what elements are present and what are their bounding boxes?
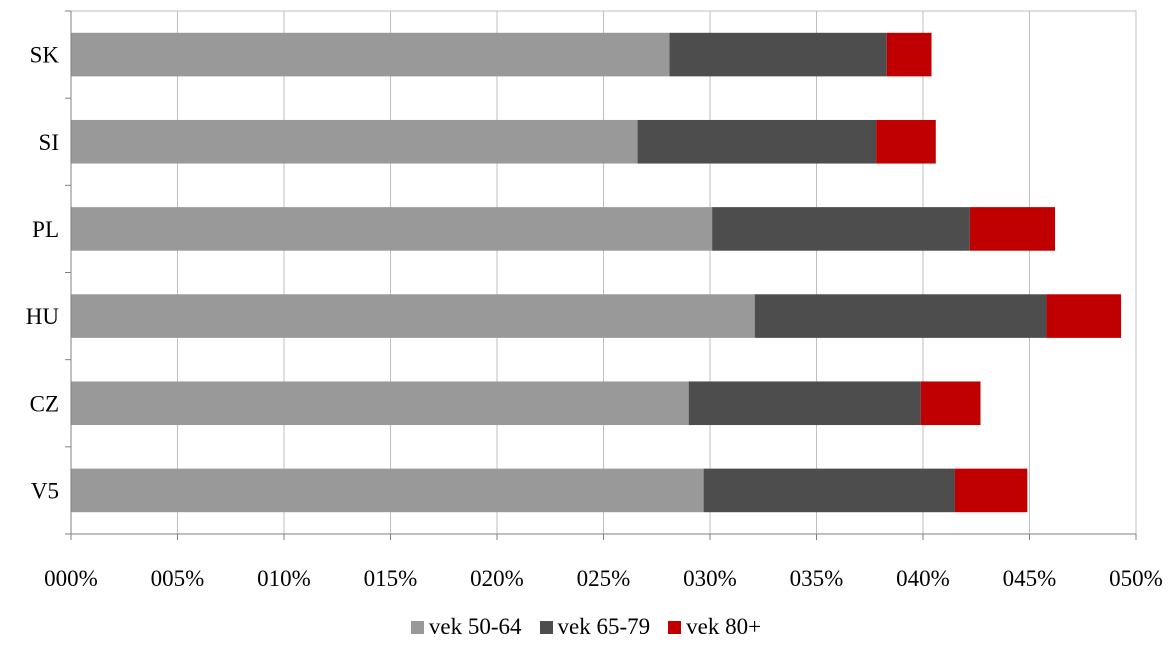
y-tick-label: V5 xyxy=(31,478,59,503)
axes xyxy=(65,10,1137,540)
y-tick-label: HU xyxy=(26,304,60,329)
bar-hu-series-2 xyxy=(754,294,1047,338)
bar-si-series-3 xyxy=(876,119,936,164)
x-tick-label: 045% xyxy=(1003,566,1057,591)
bar-si-series-2 xyxy=(637,119,877,164)
bar-cz-series-3 xyxy=(920,381,981,426)
x-tick-label: 000% xyxy=(44,566,98,591)
bar-pl-series-3 xyxy=(969,207,1056,251)
bar-sk-series-2 xyxy=(669,32,887,77)
bar-si-series-1 xyxy=(71,119,638,164)
bar-v5-series-2 xyxy=(703,468,955,513)
y-tick-label: PL xyxy=(32,217,59,242)
x-tick-label: 005% xyxy=(151,566,205,591)
bar-hu-series-1 xyxy=(71,294,755,338)
x-tick-label: 010% xyxy=(257,566,311,591)
x-tick-label: 050% xyxy=(1109,566,1163,591)
legend-label-series-3: vek 80+ xyxy=(686,614,762,639)
legend-swatch-series-1 xyxy=(410,620,424,634)
legend: vek 50-64 vek 65-79 vek 80+ xyxy=(0,610,1172,644)
legend-item-series-2: vek 65-79 xyxy=(539,614,651,640)
bar-v5-series-3 xyxy=(954,468,1028,513)
gridlines xyxy=(70,10,1137,535)
y-tick-label: SI xyxy=(39,130,59,155)
bar-sk-series-1 xyxy=(71,32,670,77)
x-tick-label: 035% xyxy=(790,566,844,591)
x-tick-label: 025% xyxy=(577,566,631,591)
bar-v5-series-1 xyxy=(71,468,704,513)
legend-label-series-2: vek 65-79 xyxy=(557,614,651,639)
bar-sk-series-3 xyxy=(886,32,932,77)
bar-hu-series-3 xyxy=(1046,294,1122,338)
bar-pl-series-1 xyxy=(71,207,713,251)
bar-cz-series-2 xyxy=(688,381,921,426)
x-tick-label: 040% xyxy=(896,566,950,591)
bar-pl-series-2 xyxy=(712,207,970,251)
bar-cz-series-1 xyxy=(71,381,689,426)
x-tick-label: 030% xyxy=(683,566,737,591)
legend-item-series-3: vek 80+ xyxy=(668,614,761,640)
legend-label-series-1: vek 50-64 xyxy=(428,614,522,639)
tick-labels: 000% 005% 010% 015% 020% 025% 030% 035% 040% 045%… xyxy=(26,43,1163,591)
bars xyxy=(71,32,1122,513)
legend-swatch-series-2 xyxy=(539,620,553,634)
x-tick-label: 015% xyxy=(364,566,418,591)
legend-swatch-series-3 xyxy=(668,620,682,634)
legend-item-series-1: vek 50-64 xyxy=(410,614,522,640)
x-tick-label: 020% xyxy=(470,566,524,591)
y-tick-label: SK xyxy=(30,43,60,68)
y-tick-label: CZ xyxy=(30,391,59,416)
